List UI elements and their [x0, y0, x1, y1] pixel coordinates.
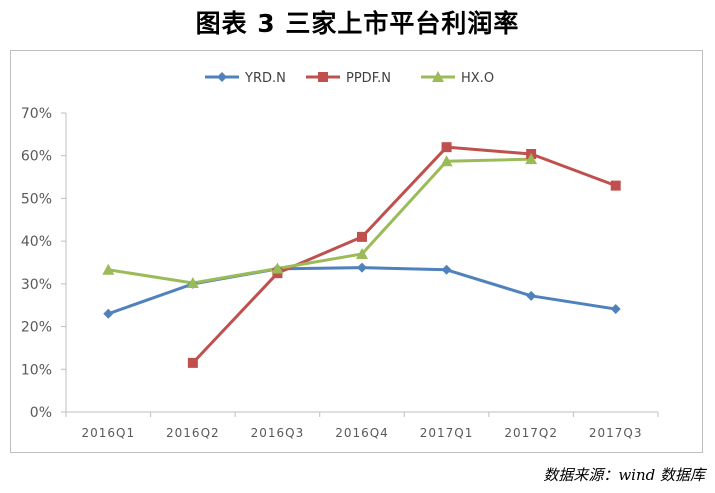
series-line-yrd-n — [106, 266, 618, 316]
y-tick-label: 20% — [21, 320, 52, 336]
data-point-hx-o — [271, 262, 284, 274]
x-tick-label: 2016Q2 — [166, 426, 220, 440]
y-tick-label: 70% — [21, 106, 52, 122]
y-tick-label: 40% — [21, 234, 52, 250]
data-source-note: 数据来源：wind 数据库 — [543, 466, 705, 484]
data-point-yrd-n — [441, 264, 452, 275]
x-tick-label: 2017Q2 — [504, 426, 558, 440]
legend-label-yrd-n: YRD.N — [244, 71, 286, 86]
data-point-hx-o — [186, 277, 199, 289]
data-point-yrd-n — [610, 304, 621, 315]
legend-marker-ppdf-n — [318, 72, 328, 82]
data-point-hx-o — [440, 155, 453, 167]
y-tick-label: 60% — [21, 149, 52, 165]
chart-title: 图表 3 三家上市平台利润率 — [195, 9, 520, 38]
data-point-ppdf-n — [187, 357, 198, 368]
x-tick-label: 2017Q3 — [589, 426, 643, 440]
data-point-hx-o — [102, 263, 115, 275]
data-point-ppdf-n — [441, 142, 452, 153]
chart-frame — [10, 50, 703, 453]
legend-marker-yrd-n — [217, 72, 227, 82]
data-point-yrd-n — [526, 290, 537, 301]
series-line-ppdf-n — [191, 145, 618, 365]
x-tick-label: 2017Q1 — [420, 426, 474, 440]
data-point-ppdf-n — [610, 180, 621, 191]
data-point-hx-o — [525, 153, 538, 165]
data-point-hx-o — [356, 247, 368, 259]
x-tick-label: 2016Q4 — [335, 426, 389, 440]
data-point-yrd-n — [357, 262, 367, 273]
y-tick-label: 0% — [30, 405, 52, 421]
y-tick-label: 30% — [21, 277, 52, 293]
legend-label-ppdf-n: PPDF.N — [346, 71, 391, 86]
x-tick-label: 2016Q3 — [251, 426, 305, 440]
y-tick-label: 50% — [21, 191, 52, 207]
series-line-hx-o — [106, 157, 533, 285]
data-point-ppdf-n — [357, 231, 367, 242]
y-tick-label: 10% — [21, 362, 52, 378]
x-tick-label: 2016Q1 — [81, 426, 135, 440]
data-point-yrd-n — [103, 308, 114, 319]
legend-label-hx-o: HX.O — [461, 71, 494, 86]
legend-marker-hx-o — [432, 71, 444, 82]
